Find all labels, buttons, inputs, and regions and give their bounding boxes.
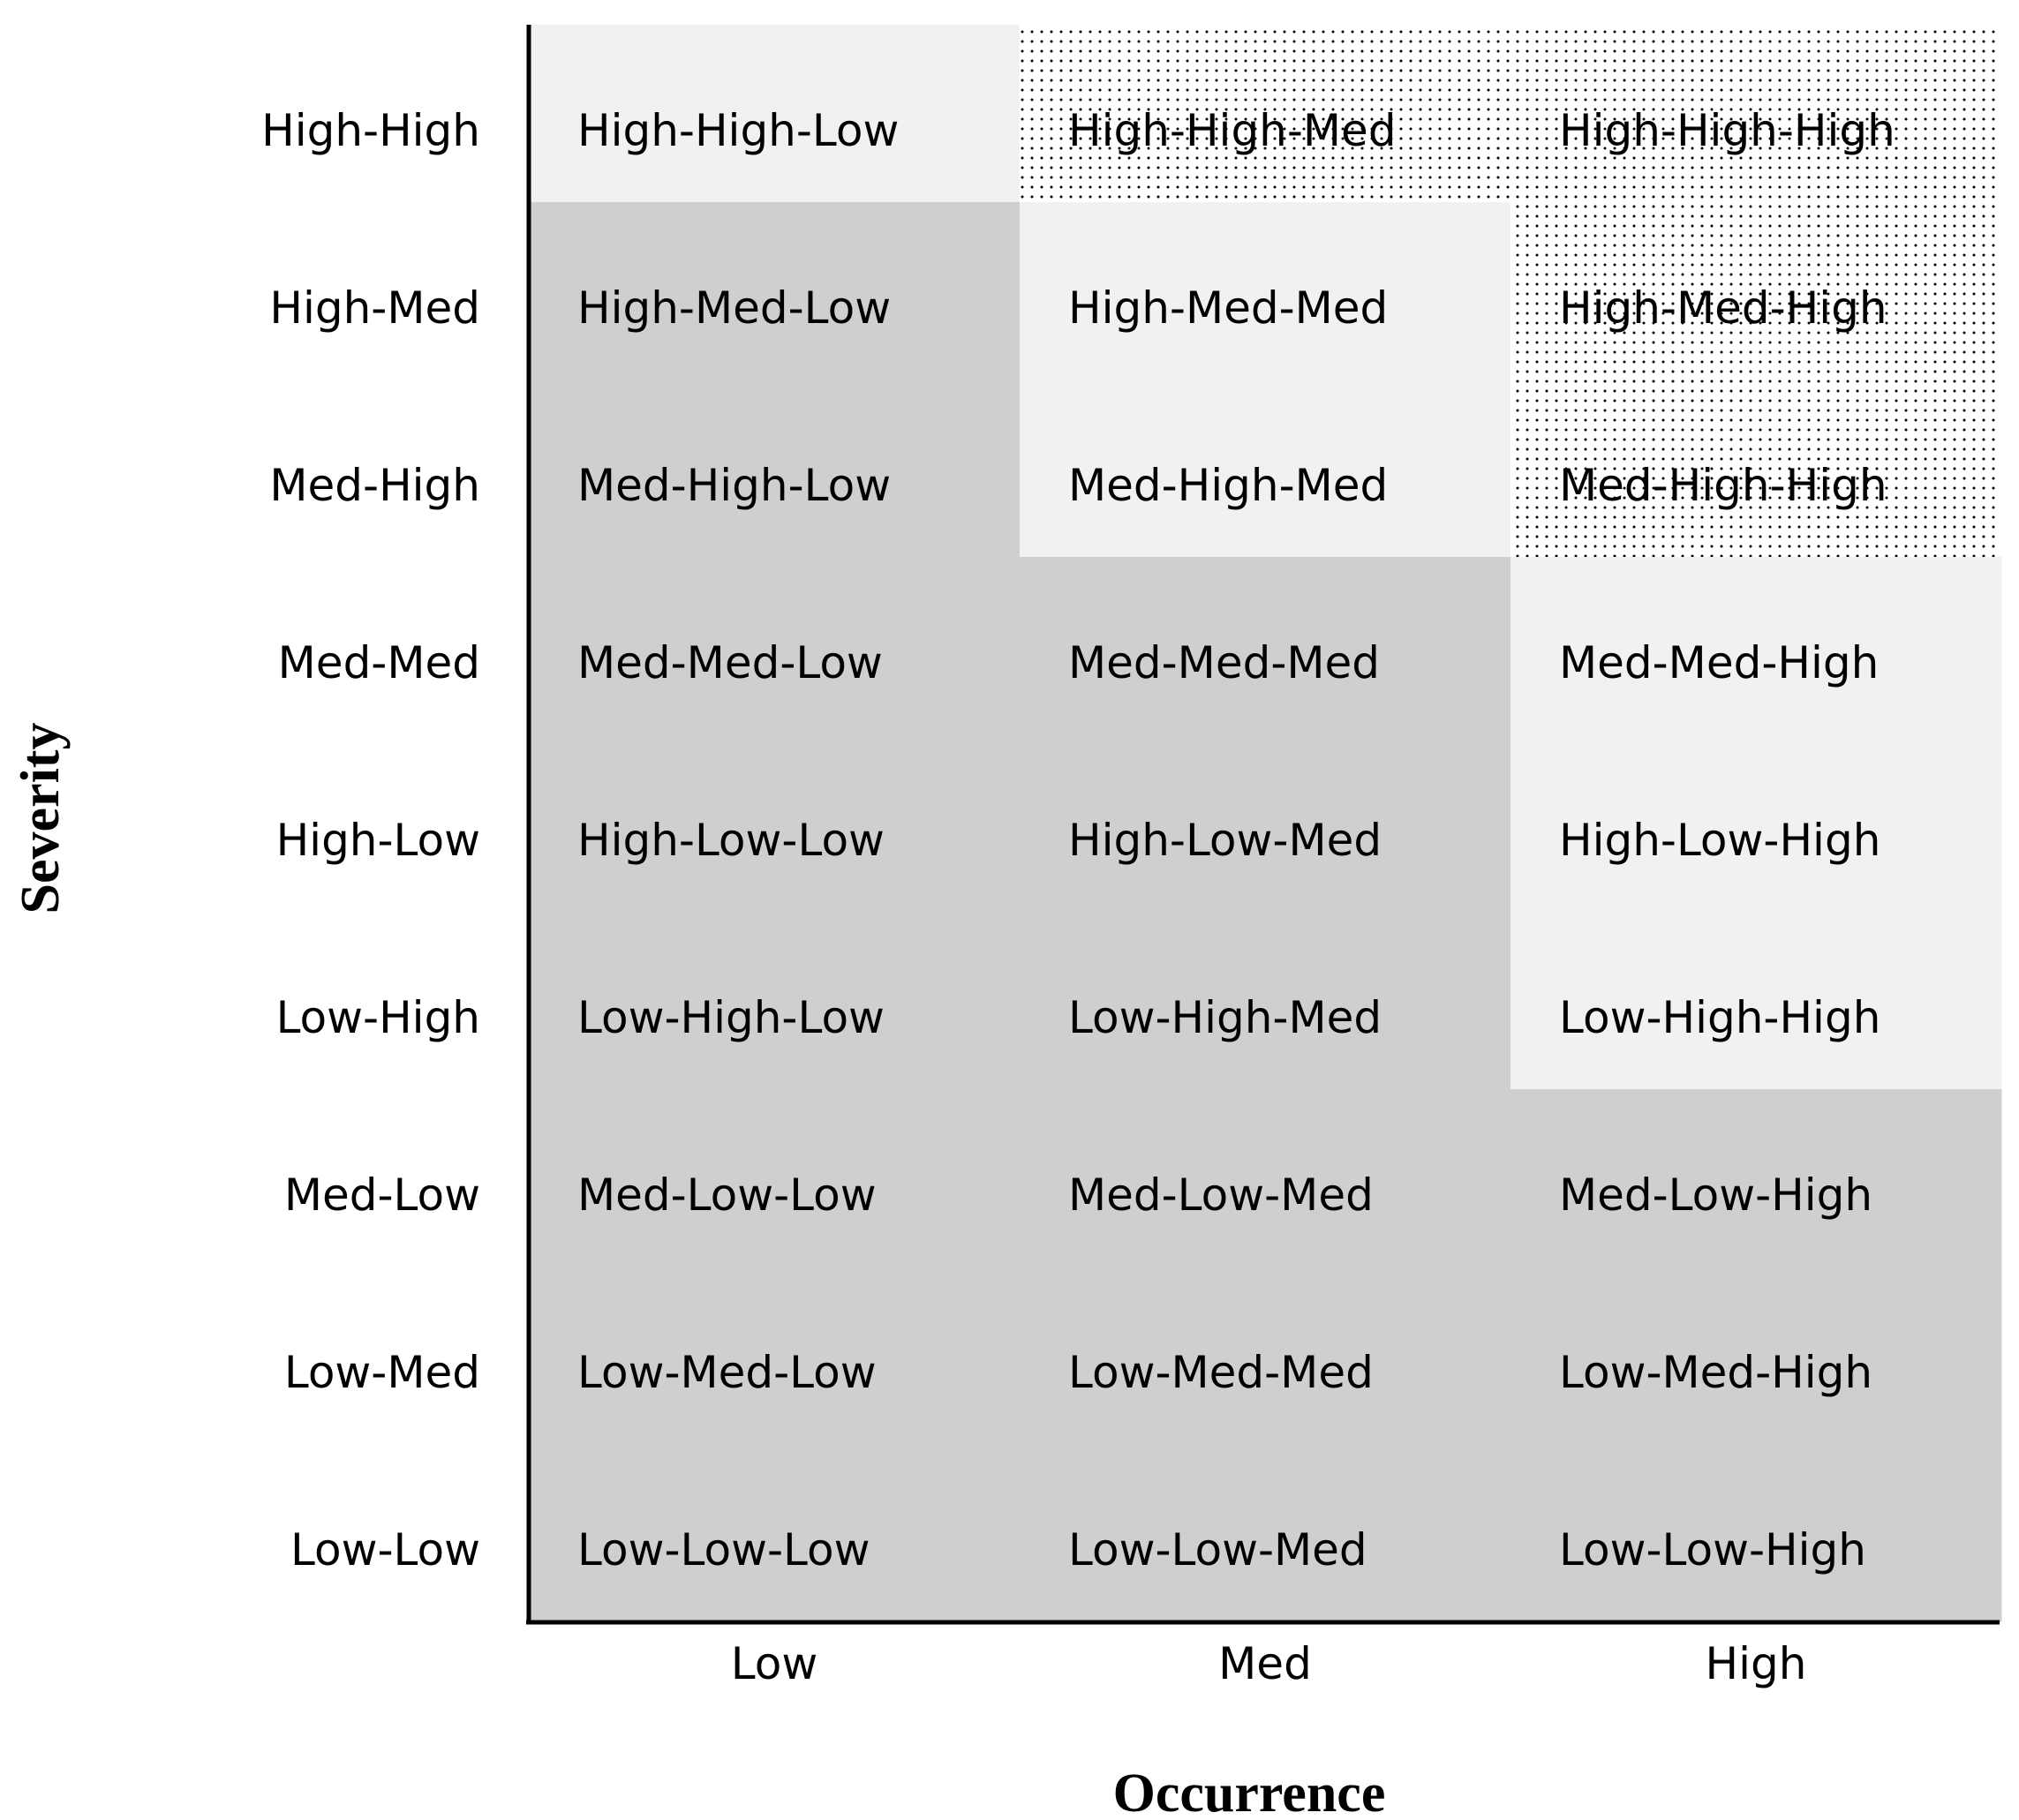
matrix-cell-medium: [1020, 380, 1511, 558]
matrix-cell-high: [1510, 25, 2002, 203]
matrix-cell-label: Med-Med-Med: [1068, 637, 1380, 688]
matrix-cell-low: [1020, 1267, 1511, 1445]
matrix-cell-high: [1510, 202, 2002, 380]
matrix-cell-high: [1510, 380, 2002, 558]
matrix-cell-label: Low-Low-Low: [577, 1524, 870, 1576]
severity-tick-label: Low-High: [276, 992, 480, 1043]
matrix-cell-low: [1510, 1267, 2002, 1445]
matrix-cell-label: Med-High-Med: [1068, 460, 1388, 511]
matrix-cell-label: High-Med-Med: [1068, 282, 1388, 334]
matrix-cell-label: High-High-Low: [577, 105, 899, 156]
matrix-cell-label: Med-High-Low: [577, 460, 891, 511]
matrix-cell-label: Med-High-High: [1559, 460, 1887, 511]
x-axis-title: Occurrence: [1113, 1764, 1386, 1820]
severity-tick-label: Low-Med: [284, 1347, 480, 1398]
matrix-cell-medium: [1510, 734, 2002, 913]
matrix-cell-label: Low-Low-Med: [1068, 1524, 1367, 1576]
matrix-cell-label: Low-Low-High: [1559, 1524, 1866, 1576]
matrix-cell-low: [529, 1267, 1021, 1445]
matrix-cell-low: [529, 557, 1021, 735]
matrix-cell-low: [1020, 1444, 1511, 1622]
matrix-cell-medium: [1510, 557, 2002, 735]
matrix-cell-low: [529, 1089, 1021, 1267]
y-axis-title: Severity: [11, 723, 71, 914]
severity-tick-label: High-High: [261, 105, 480, 156]
matrix-cell-high: [1020, 25, 1511, 203]
severity-tick-label: Low-Low: [290, 1524, 480, 1576]
matrix-cell-label: Med-Med-High: [1559, 637, 1879, 688]
matrix-cell-label: Med-Med-Low: [577, 637, 883, 688]
matrix-cell-medium: [529, 25, 1021, 203]
matrix-cell-label: Low-High-High: [1559, 992, 1880, 1043]
matrix-cell-low: [529, 734, 1021, 913]
matrix-cell-medium: [1510, 912, 2002, 1090]
occurrence-tick-labels: Low Med High: [731, 1638, 1807, 1689]
matrix-cell-low: [1020, 734, 1511, 913]
matrix-cell-label: High-High-Med: [1068, 105, 1397, 156]
matrix-cell-label: High-Low-High: [1559, 815, 1880, 866]
matrix-cell-label: High-Med-Low: [577, 282, 891, 334]
matrix-cell-label: Low-High-Low: [577, 992, 885, 1043]
matrix-cell-low: [1020, 1089, 1511, 1267]
severity-tick-labels: High-High High-Med Med-High Med-Med High-Low…: [261, 105, 480, 1576]
matrix-cell-low: [1510, 1444, 2002, 1622]
matrix-cells: High-High-Low High-High-Med High-High-High…: [529, 25, 2002, 1622]
matrix-cell-label: High-High-High: [1559, 105, 1895, 156]
severity-tick-label: Med-Med: [278, 637, 480, 688]
occurrence-tick-label: High: [1706, 1638, 1807, 1689]
matrix-cell-label: High-Med-High: [1559, 282, 1887, 334]
severity-tick-label: High-Med: [269, 282, 480, 334]
occurrence-tick-label: Low: [731, 1638, 817, 1689]
matrix-cell-low: [1020, 557, 1511, 735]
severity-tick-label: High-Low: [276, 815, 480, 866]
matrix-cell-low: [529, 1444, 1021, 1622]
matrix-cell-label: Low-Med-High: [1559, 1347, 1872, 1398]
matrix-cell-label: High-Low-Low: [577, 815, 885, 866]
matrix-cell-label: High-Low-Med: [1068, 815, 1382, 866]
matrix-cell-low: [1510, 1089, 2002, 1267]
matrix-cell-medium: [1020, 202, 1511, 380]
occurrence-tick-label: Med: [1218, 1638, 1312, 1689]
matrix-cell-low: [529, 380, 1021, 558]
matrix-cell-label: Low-Med-Low: [577, 1347, 877, 1398]
severity-tick-label: Med-Low: [284, 1169, 480, 1221]
matrix-cell-low: [529, 202, 1021, 380]
matrix-cell-label: Med-Low-High: [1559, 1169, 1872, 1221]
matrix-cell-label: Med-Low-Low: [577, 1169, 877, 1221]
matrix-cell-low: [1020, 912, 1511, 1090]
matrix-cell-label: Low-Med-Med: [1068, 1347, 1374, 1398]
matrix-cell-label: Med-Low-Med: [1068, 1169, 1374, 1221]
severity-tick-label: Med-High: [269, 460, 480, 511]
matrix-cell-low: [529, 912, 1021, 1090]
matrix-cell-label: Low-High-Med: [1068, 992, 1382, 1043]
